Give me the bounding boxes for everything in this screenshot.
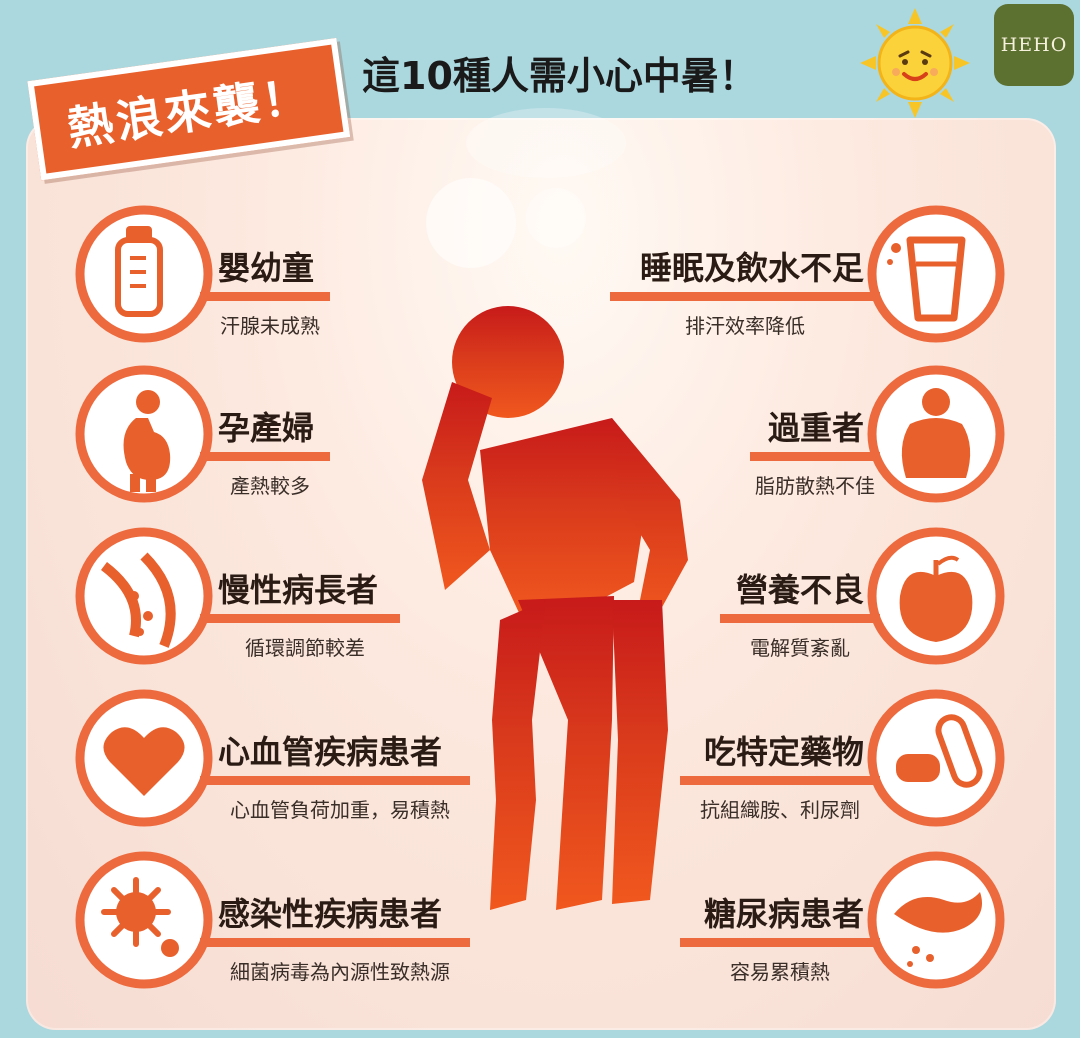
baby-bottle-icon: [75, 205, 213, 343]
category-description: 抗組織胺、利尿劑: [700, 798, 860, 822]
category-title: 嬰幼童: [218, 249, 315, 287]
virus-icon: [75, 851, 213, 989]
category-description: 汗腺未成熟: [220, 314, 320, 338]
category-underline: [680, 938, 880, 947]
category-description: 細菌病毒為內源性致熱源: [230, 960, 450, 984]
heho-logo: HEHO: [994, 4, 1074, 86]
category-underline: [200, 292, 330, 301]
category-title: 過重者: [767, 409, 864, 447]
heatstroke-figure: [422, 306, 688, 910]
category-description: 排汗效率降低: [685, 314, 805, 338]
blood-vessel-icon: [75, 527, 213, 665]
category-title: 心血管疾病患者: [218, 733, 443, 771]
category-underline: [200, 614, 400, 623]
category-title: 營養不良: [735, 571, 864, 609]
apple-icon: [867, 527, 1005, 665]
category-title: 慢性病長者: [218, 571, 379, 609]
category-title: 孕產婦: [218, 409, 315, 447]
category-title: 糖尿病患者: [703, 895, 864, 933]
pancreas-icon: [867, 851, 1005, 989]
category-underline: [750, 452, 880, 461]
pregnant-woman-icon: [75, 365, 213, 503]
sun-flare: [426, 178, 516, 268]
sun-flare: [526, 188, 586, 248]
category-underline: [200, 452, 330, 461]
sun-icon: [860, 8, 970, 118]
water-glass-icon: [867, 205, 1005, 343]
category-underline: [200, 776, 470, 785]
category-description: 產熱較多: [230, 474, 310, 498]
category-description: 心血管負荷加重，易積熱: [230, 798, 450, 822]
category-description: 脂肪散熱不佳: [755, 474, 875, 498]
category-underline: [610, 292, 880, 301]
category-description: 容易累積熱: [730, 960, 830, 984]
category-underline: [720, 614, 880, 623]
page-title: 這10種人需小心中暑！: [362, 54, 757, 98]
pill-icon: [867, 689, 1005, 827]
category-description: 電解質紊亂: [750, 636, 850, 660]
overweight-person-icon: [867, 365, 1005, 503]
category-underline: [680, 776, 880, 785]
category-underline: [200, 938, 470, 947]
category-title: 睡眠及飲水不足: [639, 249, 864, 287]
category-title: 吃特定藥物: [703, 733, 864, 771]
heart-icon: [75, 689, 213, 827]
category-description: 循環調節較差: [245, 636, 365, 660]
sun-flare: [466, 108, 626, 178]
category-title: 感染性疾病患者: [218, 895, 443, 933]
